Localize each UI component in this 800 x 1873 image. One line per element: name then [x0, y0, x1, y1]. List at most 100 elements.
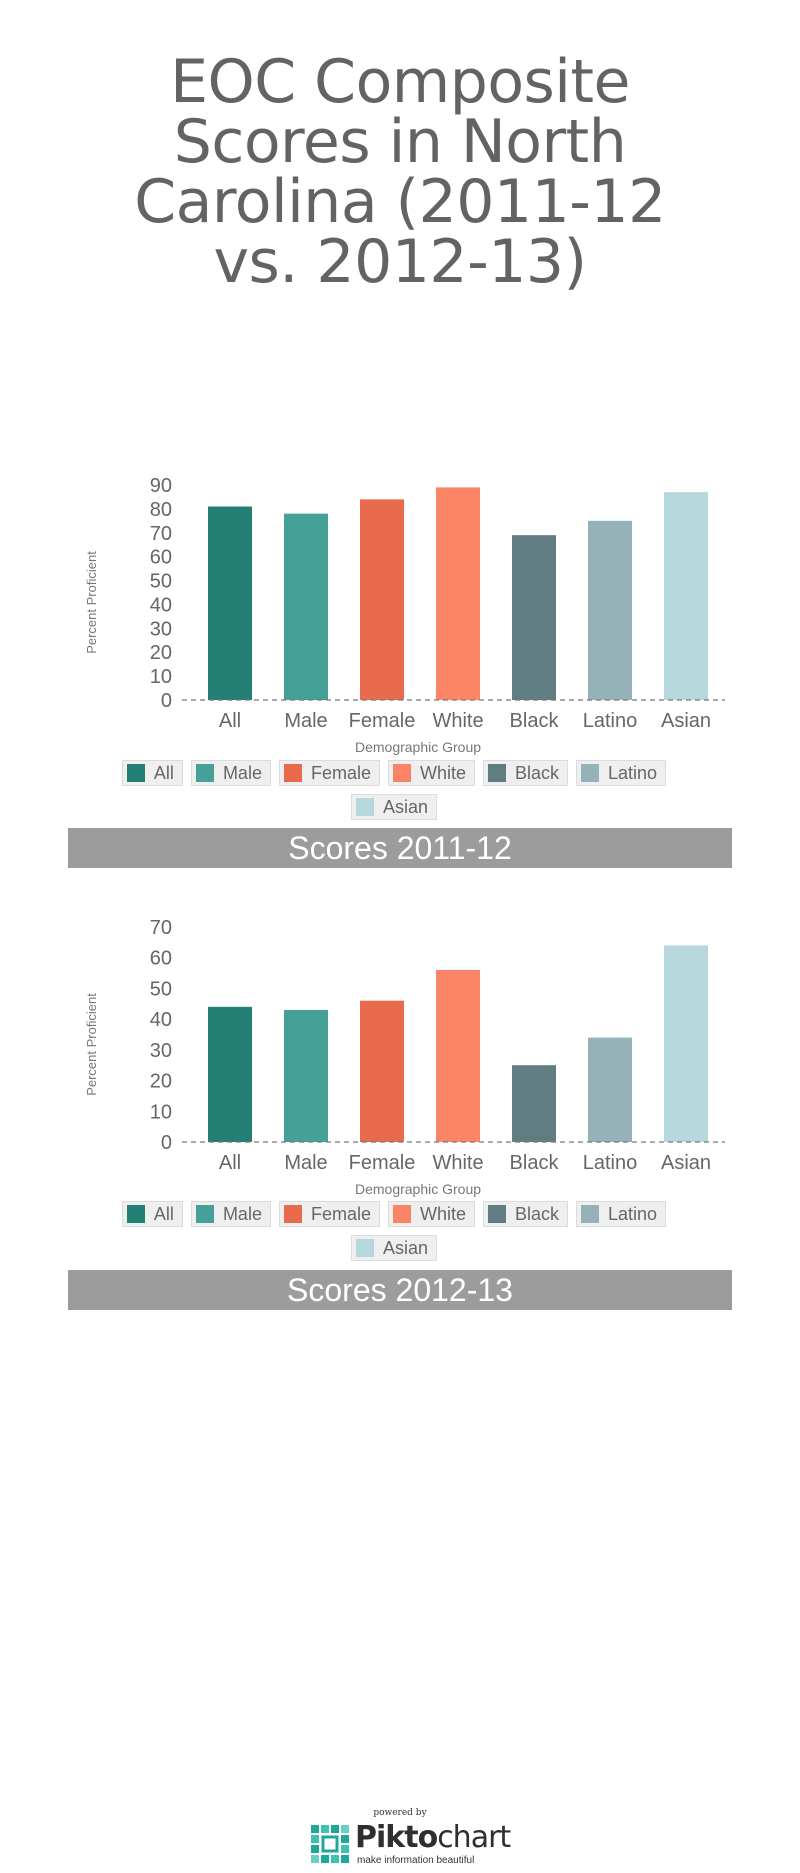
legend-label: All	[153, 1203, 174, 1224]
legend-label: Asian	[382, 796, 429, 817]
y-tick-label: 70	[150, 523, 172, 545]
x-tick-label: Latino	[583, 1152, 638, 1174]
x-tick-label: White	[432, 1152, 483, 1174]
y-tick-label: 30	[150, 618, 172, 640]
chart-legend-2012-13: All Male Female White Black Latino Asian	[112, 1201, 676, 1261]
legend-item-male: Male	[190, 1201, 271, 1227]
legend-item-all: All	[121, 760, 183, 786]
legend-swatch	[195, 1205, 214, 1223]
x-tick-label: Asian	[661, 710, 711, 732]
piktochart-tagline: make information beautiful	[357, 1855, 475, 1866]
y-tick-label: 60	[150, 948, 172, 970]
legend-item-female: Female	[278, 760, 380, 786]
legend-label: Male	[222, 762, 262, 783]
legend-item-black: Black	[483, 760, 569, 786]
legend-swatch	[581, 764, 600, 782]
piktochart-wordmark: Piktochart	[355, 1820, 511, 1855]
x-tick-label: White	[432, 710, 483, 732]
legend-swatch	[126, 1205, 145, 1223]
page-title: EOC Composite Scores in North Carolina (…	[0, 52, 800, 292]
x-tick-label: Asian	[661, 1152, 711, 1174]
y-tick-label: 30	[150, 1040, 172, 1062]
piktochart-logo-icon	[311, 1825, 349, 1863]
legend-label: Latino	[608, 762, 658, 783]
legend-item-male: Male	[190, 760, 271, 786]
y-tick-label: 0	[161, 690, 172, 712]
bar-latino	[588, 1037, 632, 1142]
legend-swatch	[488, 764, 506, 782]
y-tick-label: 40	[150, 1009, 172, 1031]
legend-label: Male	[222, 1203, 262, 1224]
legend-item-white: White	[387, 1201, 475, 1227]
x-tick-label: Black	[510, 1152, 560, 1174]
legend-item-white: White	[387, 760, 475, 786]
y-tick-label: 60	[150, 547, 172, 569]
y-tick-label: 10	[150, 666, 172, 688]
legend-swatch	[392, 764, 411, 782]
legend-item-black: Black	[483, 1201, 569, 1227]
bar-black	[512, 1065, 556, 1142]
brand-rest: chart	[437, 1820, 511, 1855]
bar-asian	[664, 945, 708, 1142]
bar-chart-2012-13: 0 10 20 30 40 50 60 70 Percent Proficient All Male…	[0, 897, 800, 1197]
y-tick-label: 80	[150, 499, 172, 521]
x-tick-label: All	[219, 710, 241, 732]
y-tick-label: 20	[150, 1071, 172, 1093]
y-axis-label: Percent Proficient	[84, 993, 99, 1096]
legend-item-asian: Asian	[350, 794, 438, 820]
legend-swatch	[355, 1239, 374, 1257]
y-tick-label: 50	[150, 571, 172, 593]
brand-bold: Pikto	[355, 1820, 438, 1855]
page-title-line: Scores in North	[173, 107, 627, 177]
legend-label: White	[419, 1203, 466, 1224]
page-title-line: vs. 2012-13)	[213, 227, 587, 297]
legend-label: Latino	[608, 1203, 658, 1224]
bar-female	[360, 1000, 404, 1142]
legend-label: Black	[515, 1203, 560, 1224]
legend-swatch	[392, 1205, 411, 1223]
y-axis-label: Percent Proficient	[84, 551, 99, 654]
legend-item-latino: Latino	[576, 760, 667, 786]
x-tick-label: Black	[510, 710, 560, 732]
bar-male	[284, 513, 328, 700]
bar-all	[208, 506, 252, 700]
y-tick-label: 90	[150, 475, 172, 497]
y-tick-label: 70	[150, 917, 172, 939]
x-tick-label: Male	[284, 1152, 327, 1174]
page-title-line: Carolina (2011-12	[134, 167, 666, 237]
legend-label: Female	[310, 762, 371, 783]
chart-legend-2011-12: All Male Female White Black Latino Asian	[112, 760, 676, 820]
x-tick-label: Female	[349, 710, 416, 732]
legend-swatch	[283, 1205, 302, 1223]
chart-title-banner-2012-13: Scores 2012-13	[68, 1270, 732, 1310]
x-tick-label: All	[219, 1152, 241, 1174]
legend-label: Asian	[382, 1237, 429, 1258]
bar-asian	[664, 492, 708, 700]
y-tick-label: 20	[150, 642, 172, 664]
piktochart-footer: powered by Piktochart make information b…	[0, 1805, 800, 1873]
x-tick-label: Latino	[583, 710, 638, 732]
legend-label: Female	[310, 1203, 371, 1224]
legend-swatch	[488, 1205, 506, 1223]
legend-item-latino: Latino	[576, 1201, 667, 1227]
bar-all	[208, 1006, 252, 1142]
legend-item-asian: Asian	[350, 1235, 438, 1261]
legend-swatch	[355, 798, 374, 816]
legend-item-all: All	[121, 1201, 183, 1227]
bar-white	[436, 970, 480, 1142]
y-tick-label: 50	[150, 978, 172, 1000]
legend-label: White	[419, 762, 466, 783]
legend-label: All	[153, 762, 174, 783]
y-tick-label: 0	[161, 1132, 172, 1154]
bar-chart-2011-12: 0 10 20 30 40 50 60 70 80 90 Percent Proficient All…	[0, 455, 800, 755]
bar-latino	[588, 520, 632, 700]
bar-male	[284, 1009, 328, 1142]
legend-item-female: Female	[278, 1201, 380, 1227]
y-tick-label: 10	[150, 1101, 172, 1123]
x-tick-label: Female	[349, 1152, 416, 1174]
bar-female	[360, 499, 404, 700]
powered-by-label: powered by	[373, 1808, 427, 1818]
legend-swatch	[195, 764, 214, 782]
bar-black	[512, 535, 556, 700]
